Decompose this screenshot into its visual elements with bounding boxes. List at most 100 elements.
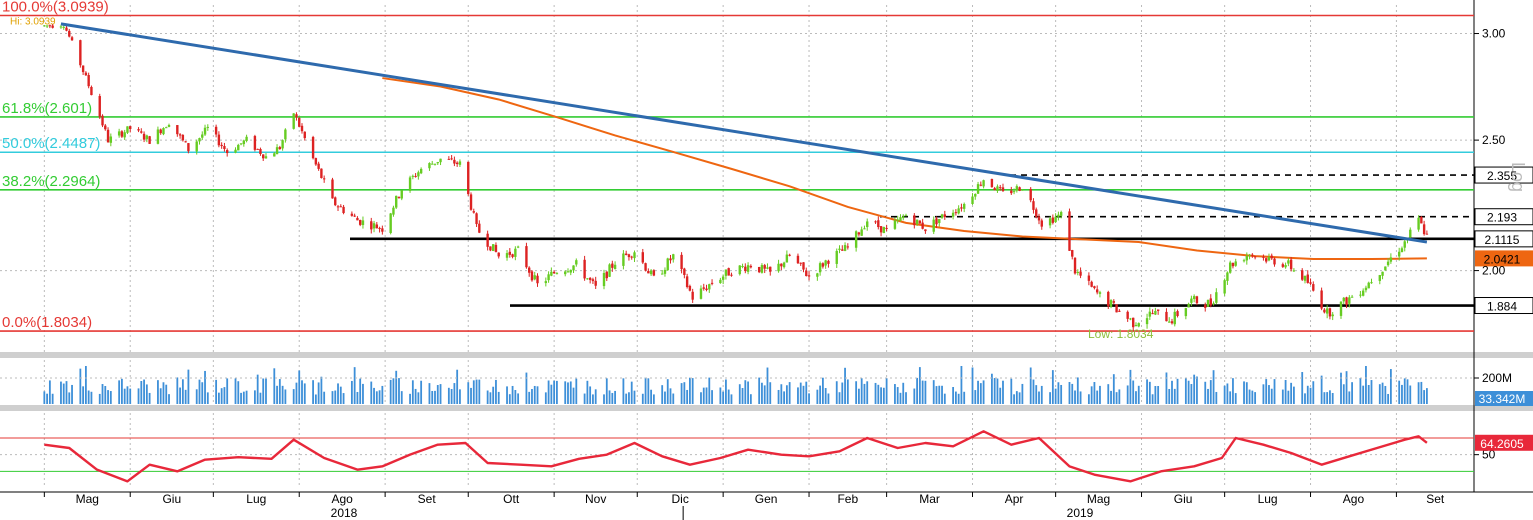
candle [1029,188,1032,201]
volume-bar [905,392,907,404]
candle [497,252,500,257]
volume-panel [0,366,1474,404]
candle [1079,271,1082,276]
volume-bar [719,387,722,404]
volume-bar [323,391,326,404]
volume-bar [179,387,181,404]
candle [129,126,132,130]
candle [419,168,423,174]
volume-bar [841,382,844,404]
candle [902,216,905,219]
candle [101,115,104,126]
price-level-tag [1474,208,1533,226]
month-label: Set [1426,492,1445,506]
volume-bar [702,387,705,404]
candle [1090,281,1093,287]
candle [123,132,126,138]
candle [126,126,129,133]
volume-bar [486,390,489,404]
volume-bar [409,393,411,404]
candle [738,265,741,275]
candle [1301,270,1304,280]
volume-bar [1032,379,1035,404]
candle [1156,309,1160,311]
candle [572,265,575,271]
volume-bar [226,378,229,404]
candle [1234,261,1237,266]
volume-bar [1270,388,1273,404]
candle [544,281,548,284]
volume-bar [943,393,946,404]
volume-bar [1232,378,1234,404]
volume-bar [43,391,46,404]
volume-bar [400,391,403,404]
volume-bar [963,391,966,404]
candle [142,133,146,140]
candle [874,221,877,223]
volume-bar [71,384,73,404]
volume-bar [414,388,417,404]
candle [938,219,941,224]
volume-bar [259,392,262,404]
candle [688,285,692,291]
candle [1068,211,1071,251]
volume-bar [508,394,511,404]
candle [857,232,861,235]
candle [705,288,708,291]
volume-tag [1475,391,1533,406]
candle [807,275,811,277]
volume-bar [725,379,727,404]
candle [117,131,121,136]
candle [98,96,101,117]
volume-bar [87,390,90,404]
volume-bar [625,393,628,404]
candle [962,203,966,209]
candle [699,288,703,299]
volume-bar [184,389,187,404]
candle [467,161,470,195]
volume-bar [1151,394,1154,404]
candle [1397,251,1401,257]
candle [109,136,113,143]
volume-bar [589,386,592,404]
candle [663,269,667,274]
candle [162,128,165,135]
volume-bar [157,380,159,404]
candle [237,144,240,151]
month-label: Giu [162,492,181,506]
candle [641,252,644,263]
volume-bar [761,382,763,404]
volume-bar [492,386,495,404]
volume-bar [525,372,528,404]
fib-level-label: 100.0%(3.0939) [2,0,109,16]
volume-bar [921,380,924,404]
candle [1206,299,1210,307]
candle [1010,190,1013,194]
rsi-tag-label: 64.2605 [1480,437,1524,451]
volume-bar [378,390,381,404]
candle [1048,218,1052,226]
candle [1151,313,1154,315]
volume-bar [932,380,935,404]
volume-bar [744,380,747,404]
volume-bar [292,389,295,404]
candle [1173,311,1176,325]
volume-bar [1209,380,1212,404]
volume-bar [68,392,71,404]
candle [588,277,592,280]
candle [757,266,761,273]
candle [846,246,850,248]
volume-bar [1015,391,1018,404]
volume-bar [123,388,126,404]
volume-bar [1051,370,1054,404]
candle [458,161,462,165]
volume-tag-label: 33.342M [1479,392,1526,406]
volume-bar [1342,384,1345,404]
candle [225,150,229,154]
month-label: Mar [919,492,940,506]
candle [918,220,922,224]
candle [70,37,74,41]
candle [1087,275,1091,281]
candle [414,175,417,177]
